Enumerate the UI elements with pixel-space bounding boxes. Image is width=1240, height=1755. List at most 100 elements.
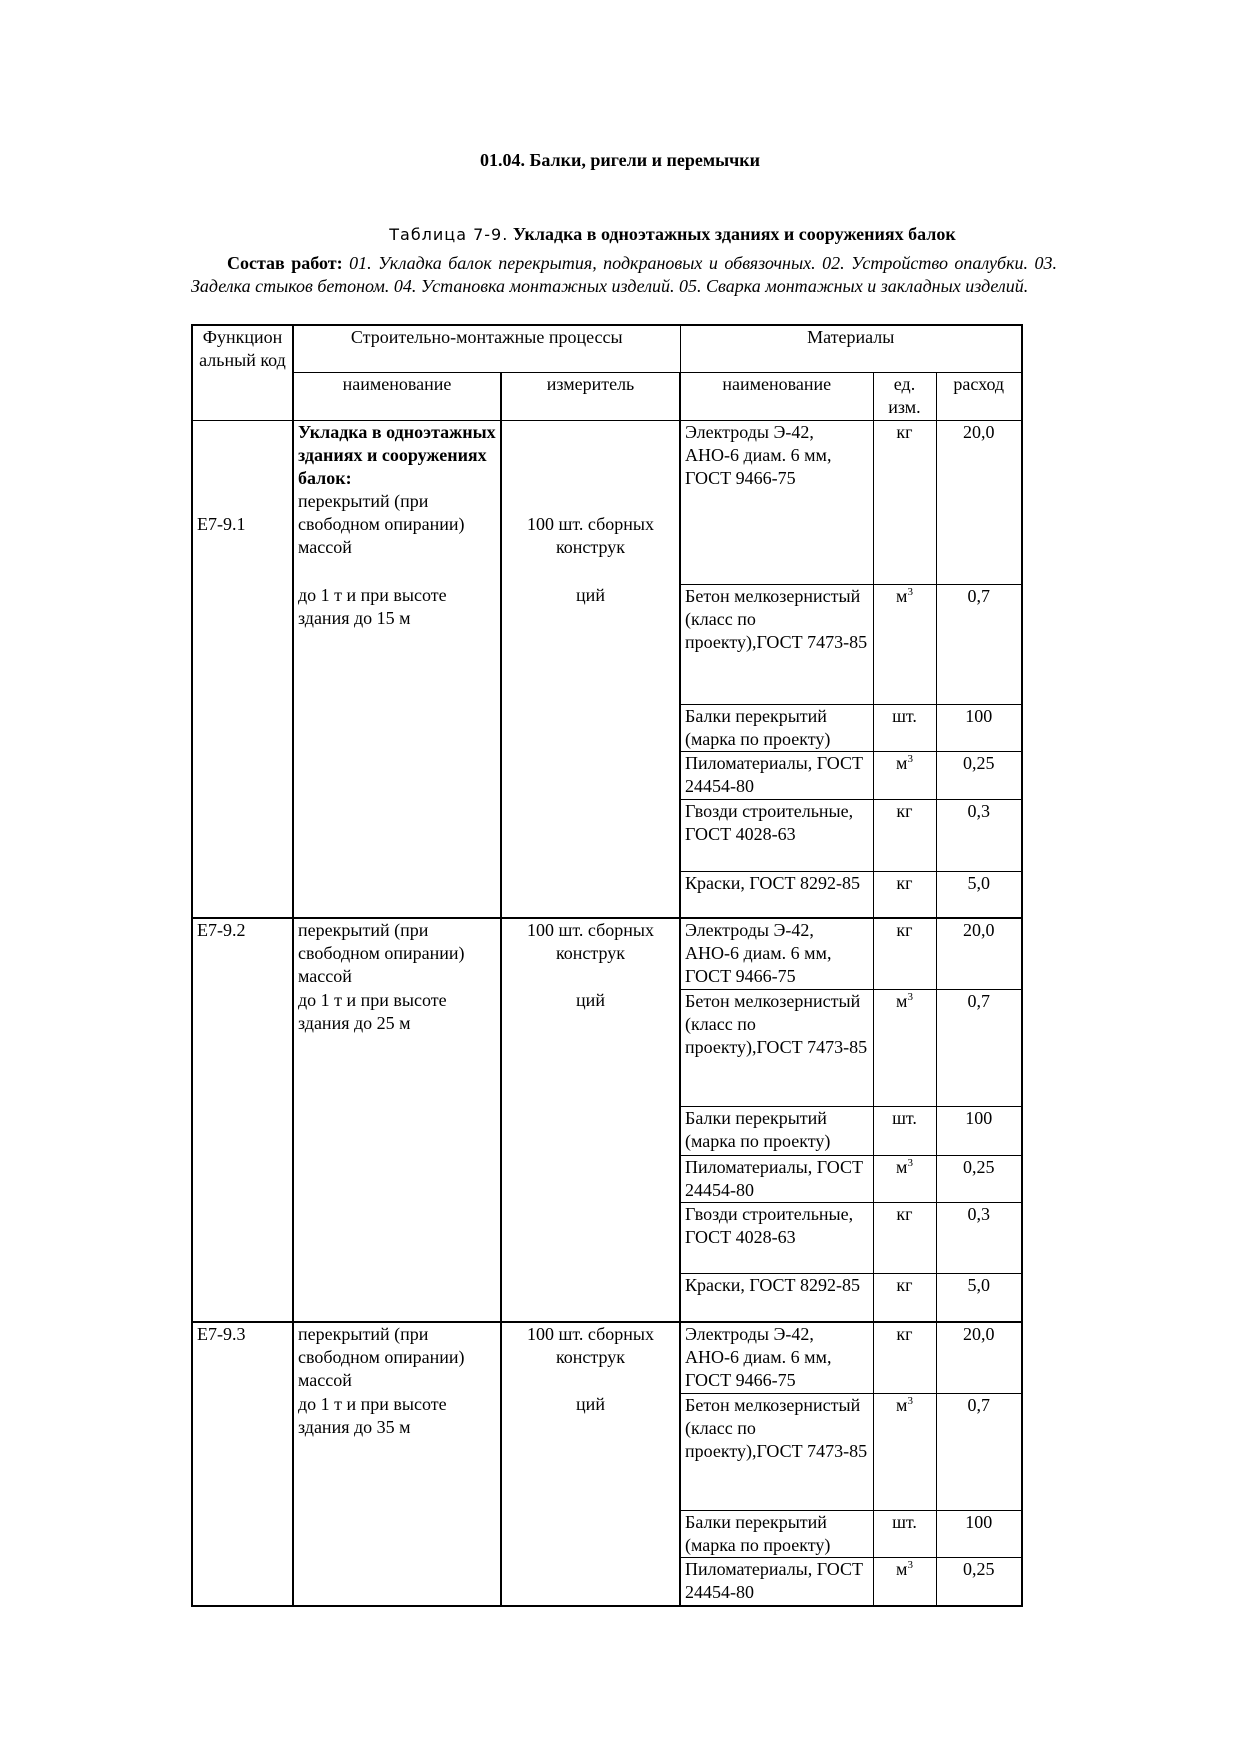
- table-row: Пиломатериалы, ГОСТ 24454-80 м3 0,25: [192, 750, 1023, 800]
- unit-text: кг: [896, 1203, 913, 1224]
- function-code: Е7-9.1: [191, 419, 294, 919]
- table-row: Е7-9.2 перекрытий (при свободном опирании…: [191, 917, 1023, 1323]
- measure-part1: 100 шт. сборных конструк: [527, 920, 654, 963]
- material-qty: 20,0: [935, 1321, 1023, 1394]
- process-measure: 100 шт. сборных конструк: [500, 419, 681, 584]
- material-name: Бетон мелкозернистый (класс по проекту),…: [679, 1392, 874, 1511]
- unit-text: кг: [896, 421, 913, 442]
- material-name: Бетон мелкозернистый (класс по проекту),…: [679, 583, 874, 705]
- material-unit: кг: [872, 419, 937, 585]
- table-row: Е7-9.1 Укладка в одноэтажных зданиях и со…: [191, 419, 1023, 919]
- subheader-row: наименование измеритель наименование ед.…: [192, 371, 1023, 421]
- unit-text: м: [896, 1394, 908, 1415]
- header-mat-unit: ед. изм.: [872, 371, 937, 421]
- material-name: Пиломатериалы, ГОСТ 24454-80: [679, 1154, 874, 1203]
- table-row: Балки перекрытий (марка по проекту) шт. 10…: [192, 703, 1023, 752]
- process-name-part1: перекрытий (при свободном опирании) масс…: [298, 1324, 465, 1390]
- table-row: Гвозди строительные, ГОСТ 4028-63 кг 0,3: [192, 798, 1023, 872]
- unit-text: м: [896, 752, 908, 773]
- process-name-part1: перекрытий (при свободном опирании) масс…: [298, 490, 465, 557]
- process-measure: 100 шт. сборных конструк: [500, 917, 681, 989]
- material-name: Балки перекрытий (марка по проекту): [679, 1105, 874, 1156]
- material-qty: 100: [935, 1509, 1023, 1558]
- material-unit: м3: [872, 1154, 937, 1203]
- function-code: Е7-9.3: [191, 1321, 294, 1607]
- unit-text: кг: [896, 872, 913, 893]
- material-name: Краски, ГОСТ 8292-85: [679, 870, 874, 919]
- material-unit: кг: [872, 870, 937, 919]
- header-materials: Материалы: [679, 324, 1023, 373]
- material-name: Балки перекрытий (марка по проекту): [679, 703, 874, 752]
- material-unit: кг: [872, 1201, 937, 1274]
- material-unit: м3: [872, 750, 937, 800]
- unit-text: м: [896, 990, 908, 1011]
- material-unit: шт.: [872, 1509, 937, 1558]
- table-row: Пиломатериалы, ГОСТ 24454-80 м3 0,25: [192, 1556, 1023, 1607]
- process-name: перекрытий (при свободном опирании) масс…: [292, 917, 502, 989]
- table-row: Гвозди строительные, ГОСТ 4028-63 кг 0,3: [192, 1201, 1023, 1274]
- material-name: Гвозди строительные, ГОСТ 4028-63: [679, 798, 874, 872]
- process-name: Укладка в одноэтажных зданиях и сооружен…: [292, 419, 502, 584]
- material-unit: шт.: [872, 1105, 937, 1156]
- header-row: Функцион альный код Строительно-монтажны…: [191, 324, 1023, 421]
- measure-part2: ций: [500, 584, 681, 919]
- material-qty: 0,3: [935, 798, 1023, 872]
- unit-text: кг: [896, 1324, 913, 1344]
- process-name-part2: до 1 т и при высоте здания до 25 м: [292, 989, 502, 1323]
- table-row: до 1 т и при высоте здания до 35 м ций Бет…: [192, 1392, 1023, 1607]
- material-name: Электроды Э-42, АНО-6 диам. 6 мм, ГОСТ 9…: [679, 1321, 874, 1394]
- measure-part2: ций: [500, 1393, 681, 1607]
- header-proc-name: наименование: [292, 371, 502, 421]
- unit-exponent: 3: [907, 1558, 913, 1571]
- function-code: Е7-9.2: [191, 917, 294, 1323]
- unit-text: кг: [896, 1274, 913, 1295]
- material-qty: 20,0: [935, 419, 1023, 585]
- material-unit: м3: [872, 1556, 937, 1607]
- material-qty: 0,25: [935, 750, 1023, 800]
- unit-text: шт.: [892, 705, 917, 726]
- material-qty: 100: [935, 1105, 1023, 1156]
- table-title: Укладка в одноэтажных зданиях и сооружен…: [512, 224, 956, 244]
- unit-text: шт.: [892, 1107, 917, 1128]
- material-unit: кг: [872, 917, 937, 990]
- material-qty: 0,7: [935, 583, 1023, 705]
- material-qty: 5,0: [935, 870, 1023, 919]
- material-unit: м3: [872, 1392, 937, 1511]
- material-unit: шт.: [872, 703, 937, 752]
- material-qty: 20,0: [935, 917, 1023, 990]
- material-name: Бетон мелкозернистый (класс по проекту),…: [679, 988, 874, 1107]
- material-name: Краски, ГОСТ 8292-85: [679, 1272, 874, 1323]
- process-name: перекрытий (при свободном опирании) масс…: [292, 1321, 502, 1393]
- unit-text: м: [896, 1156, 908, 1177]
- unit-text: шт.: [892, 1511, 917, 1532]
- material-qty: 0,25: [935, 1556, 1023, 1607]
- unit-text: кг: [896, 800, 913, 821]
- table-row: Балки перекрытий (марка по проекту) шт. 10…: [192, 1509, 1023, 1558]
- header-mat-name: наименование: [679, 371, 874, 421]
- section-title: 01.04. Балки, ригели и перемычки: [479, 150, 761, 170]
- table-row: Е7-9.3 перекрытий (при свободном опирании…: [191, 1321, 1023, 1607]
- measure-part1: 100 шт. сборных конструк: [527, 513, 654, 557]
- material-name: Гвозди строительные, ГОСТ 4028-63: [679, 1201, 874, 1274]
- unit-exponent: 3: [907, 1394, 913, 1407]
- table-row: до 1 т и при высоте здания до 25 м ций Бет…: [192, 988, 1023, 1323]
- table-row: Балки перекрытий (марка по проекту) шт. 10…: [192, 1105, 1023, 1156]
- material-qty: 0,7: [935, 988, 1023, 1107]
- unit-exponent: 3: [907, 585, 913, 598]
- process-name-part2: до 1 т и при высоте здания до 15 м: [292, 584, 502, 919]
- table-row: до 1 т и при высоте здания до 15 м ций Бет…: [192, 583, 1023, 919]
- unit-text: м: [896, 1558, 908, 1579]
- process-name-part1: перекрытий (при свободном опирании) масс…: [298, 920, 465, 986]
- unit-exponent: 3: [907, 1156, 913, 1169]
- composition-text: 01. Укладка балок перекрытия, подкрановы…: [191, 253, 1058, 296]
- material-unit: кг: [872, 798, 937, 872]
- table-caption: Таблица 7-9. Укладка в одноэтажных здани…: [0, 224, 1240, 245]
- unit-text: м: [896, 585, 908, 606]
- unit-exponent: 3: [907, 752, 913, 765]
- process-heading: Укладка в одноэтажных зданиях и сооружен…: [298, 421, 496, 488]
- unit-exponent: 3: [907, 990, 913, 1003]
- material-unit: кг: [872, 1321, 937, 1394]
- measure-part2: ций: [500, 989, 681, 1323]
- table-label: Таблица 7-9.: [389, 225, 509, 244]
- work-composition: Состав работ: 01. Укладка балок перекрыт…: [191, 252, 1057, 298]
